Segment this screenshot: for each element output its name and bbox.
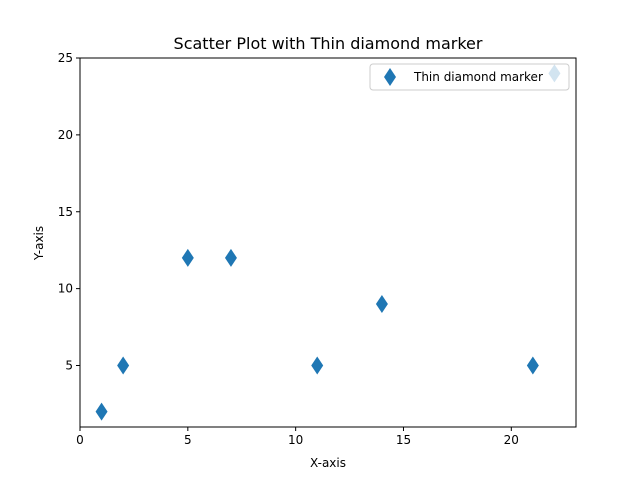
x-tick-label: 20 — [504, 433, 519, 447]
data-point — [375, 295, 388, 313]
y-tick-label: 5 — [65, 359, 73, 373]
x-tick-label: 15 — [396, 433, 411, 447]
plot-frame — [79, 57, 577, 428]
y-tick-label: 10 — [58, 282, 73, 296]
y-tick-label: 15 — [58, 205, 73, 219]
y-axis-ticks: 5 10 15 20 25 — [58, 51, 80, 373]
plot-area — [80, 58, 576, 427]
data-point — [95, 402, 108, 421]
x-tick-label: 10 — [288, 433, 303, 447]
legend-label: Thin diamond marker — [413, 70, 543, 84]
x-axis-ticks: 0 5 10 15 20 — [76, 427, 519, 447]
data-point — [117, 356, 130, 375]
data-point — [526, 356, 539, 375]
x-axis-label: X-axis — [310, 456, 346, 470]
data-point — [181, 248, 194, 267]
legend: Thin diamond marker — [369, 63, 570, 91]
data-point — [224, 248, 237, 267]
y-tick-label: 20 — [58, 128, 73, 142]
x-tick-label: 5 — [184, 433, 192, 447]
chart-title: Scatter Plot with Thin diamond marker — [174, 34, 483, 53]
y-axis-label: Y-axis — [32, 226, 46, 261]
x-tick-label: 0 — [76, 433, 84, 447]
y-tick-label: 25 — [58, 51, 73, 65]
legend-box — [369, 63, 570, 91]
data-point — [311, 356, 324, 375]
legend-marker-icon — [384, 68, 396, 86]
